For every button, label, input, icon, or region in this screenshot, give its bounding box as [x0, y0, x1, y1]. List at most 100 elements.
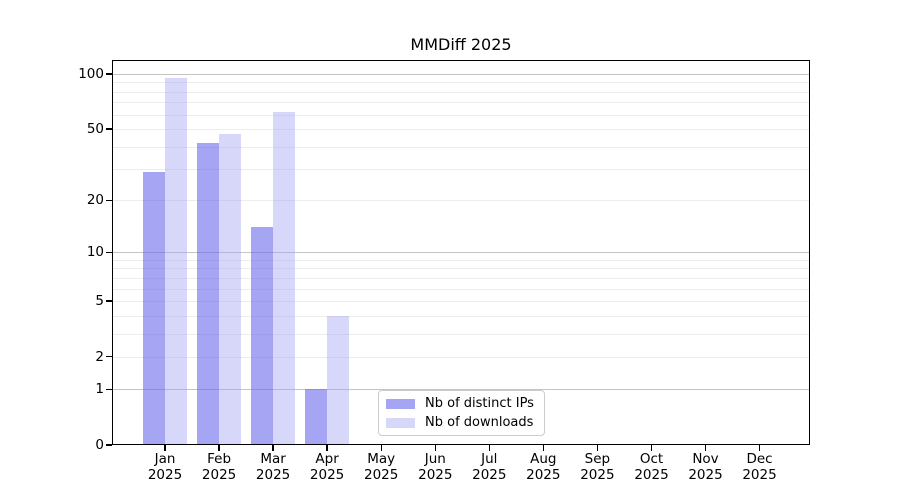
x-tick-year: 2025 — [418, 467, 453, 483]
minor-gridline — [112, 200, 810, 202]
plot-area: Nb of distinct IPs Nb of downloads — [112, 60, 810, 445]
y-tick-label: 100 — [78, 66, 104, 82]
minor-gridline — [112, 114, 810, 116]
x-tick-mark — [542, 445, 544, 451]
x-tick-year: 2025 — [742, 467, 777, 483]
x-tick-month: Sep — [584, 451, 611, 467]
x-tick-year: 2025 — [472, 467, 507, 483]
legend: Nb of distinct IPs Nb of downloads — [378, 390, 545, 436]
y-tick-mark — [106, 300, 112, 302]
y-tick-label: 2 — [95, 348, 104, 365]
x-tick-label: Feb 2025 — [189, 451, 249, 483]
x-tick-mark — [326, 445, 328, 451]
x-tick-label: Jan 2025 — [135, 451, 195, 483]
chart-title: MMDiff 2025 — [410, 35, 512, 54]
minor-gridline — [112, 288, 810, 290]
x-tick-label: Mar 2025 — [243, 451, 303, 483]
bar-distinct-ips — [143, 171, 165, 445]
minor-gridline — [112, 146, 810, 148]
x-tick-mark — [650, 445, 653, 451]
bar-downloads — [327, 315, 350, 445]
x-tick-month: Jun — [424, 451, 446, 467]
x-tick-mark — [758, 445, 761, 451]
x-tick-year: 2025 — [309, 467, 345, 483]
y-tick-label: 5 — [95, 293, 104, 309]
y-tick-label: 0 — [95, 437, 104, 453]
x-tick-month: Jan — [154, 451, 176, 467]
minor-gridline — [112, 333, 810, 335]
x-tick-month: Oct — [639, 451, 664, 467]
legend-label: Nb of downloads — [425, 415, 534, 430]
x-tick-mark — [704, 445, 707, 451]
major-gridline — [112, 74, 810, 75]
y-tick-mark — [106, 444, 112, 446]
x-tick-label: Oct 2025 — [622, 451, 682, 483]
minor-gridline — [112, 268, 810, 270]
bar-distinct-ips — [197, 142, 219, 445]
x-tick-month: Feb — [207, 451, 232, 467]
x-tick-year: 2025 — [688, 467, 723, 483]
x-tick-label: Aug 2025 — [513, 451, 573, 483]
minor-gridline — [112, 128, 810, 130]
x-tick-year: 2025 — [580, 467, 615, 483]
x-tick-mark — [596, 445, 599, 451]
y-tick-label: 20 — [86, 192, 104, 209]
y-tick-mark — [106, 388, 112, 390]
x-tick-year: 2025 — [364, 467, 399, 483]
y-tick-label: 1 — [95, 381, 104, 398]
x-tick-month: Aug — [530, 451, 557, 467]
x-tick-month: Apr — [315, 451, 339, 467]
x-tick-mark — [164, 445, 166, 451]
x-tick-mark — [434, 445, 436, 451]
minor-gridline — [112, 82, 810, 84]
x-tick-month: Nov — [692, 451, 719, 467]
x-tick-month: Dec — [746, 451, 773, 467]
minor-gridline — [112, 102, 810, 104]
legend-swatch-distinct-ips — [386, 398, 415, 409]
x-tick-label: Jul 2025 — [459, 451, 519, 483]
minor-gridline — [112, 168, 810, 170]
minor-gridline — [112, 301, 810, 302]
bar-distinct-ips — [305, 389, 328, 445]
y-tick-mark — [106, 356, 112, 358]
x-tick-mark — [272, 445, 274, 451]
x-tick-mark — [218, 445, 220, 451]
minor-gridline — [112, 315, 810, 317]
x-tick-label: Dec 2025 — [730, 451, 790, 483]
x-tick-year: 2025 — [634, 467, 669, 483]
x-tick-year: 2025 — [526, 467, 561, 483]
x-tick-mark — [488, 445, 490, 451]
legend-row: Nb of distinct IPs — [386, 396, 536, 411]
major-gridline — [112, 389, 810, 391]
minor-gridline — [112, 277, 810, 279]
minor-gridline — [112, 91, 810, 93]
y-tick-mark — [106, 73, 112, 75]
y-tick-mark — [106, 199, 112, 201]
minor-gridline — [112, 259, 810, 261]
bar-downloads — [219, 133, 241, 445]
x-tick-year: 2025 — [201, 467, 237, 483]
legend-swatch-downloads — [386, 417, 415, 428]
y-tick-label: 50 — [86, 120, 104, 137]
bar-downloads — [165, 78, 187, 445]
x-tick-label: Sep 2025 — [567, 451, 627, 483]
legend-label: Nb of distinct IPs — [425, 396, 534, 411]
bar-distinct-ips — [251, 227, 274, 445]
x-tick-label: Apr 2025 — [297, 451, 357, 483]
x-tick-month: Mar — [260, 451, 286, 467]
major-gridline — [112, 252, 810, 254]
x-tick-label: Jun 2025 — [405, 451, 465, 483]
minor-gridline — [112, 356, 810, 358]
x-tick-month: May — [367, 451, 396, 467]
x-tick-mark — [380, 445, 382, 451]
bar-downloads — [273, 111, 296, 445]
x-tick-label: Nov 2025 — [676, 451, 736, 483]
y-tick-mark — [106, 251, 112, 253]
legend-row: Nb of downloads — [386, 415, 536, 430]
x-tick-year: 2025 — [147, 467, 183, 483]
x-tick-year: 2025 — [255, 467, 291, 483]
y-tick-mark — [106, 128, 112, 130]
y-tick-label: 10 — [86, 244, 104, 261]
x-tick-month: Jul — [481, 451, 498, 467]
